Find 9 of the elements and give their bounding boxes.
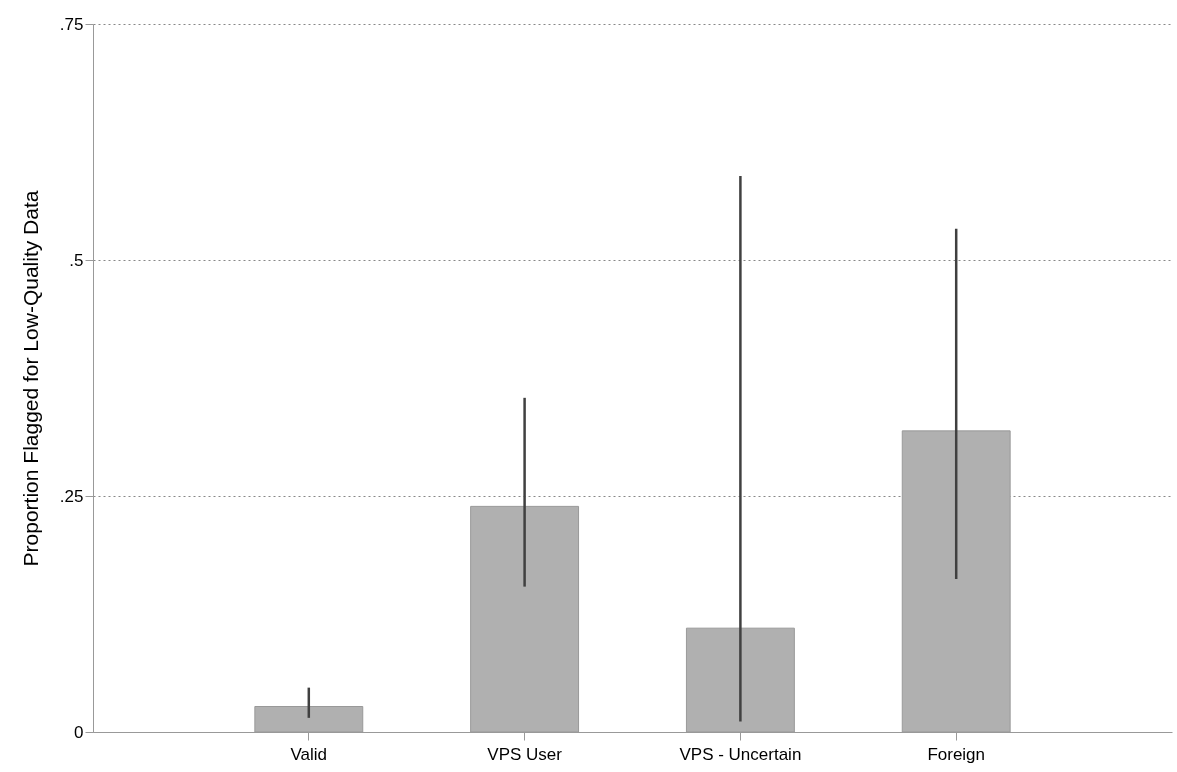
x-tick-label: Valid [290,744,328,764]
y-tick-label: 0 [74,722,84,742]
y-tick-label: .25 [59,486,84,506]
x-tick-label: Foreign [927,744,986,764]
y-axis-title: Proportion Flagged for Low-Quality Data [18,190,42,567]
x-tick-label: VPS - Uncertain [679,744,802,764]
y-tick-label: .5 [69,250,84,270]
x-tick-label: VPS User [487,744,563,764]
y-tick-label: .75 [59,14,84,34]
